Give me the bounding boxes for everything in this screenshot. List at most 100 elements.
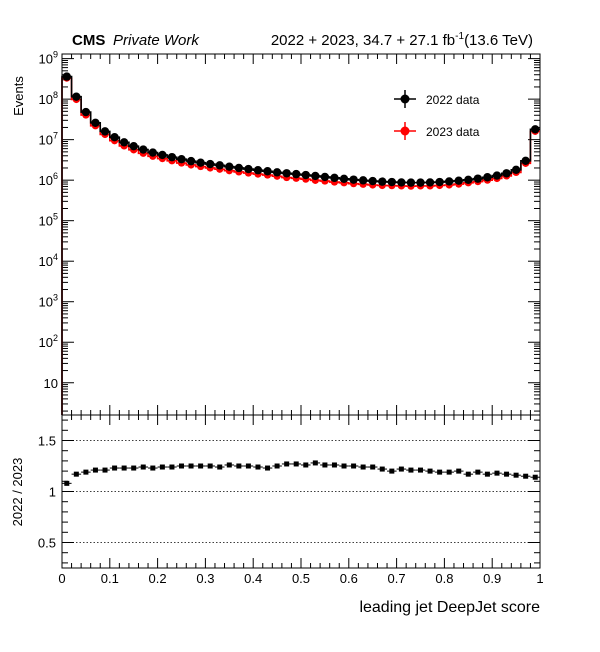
data-point <box>139 145 148 154</box>
y-tick-label: 103 <box>39 293 58 310</box>
data-point <box>387 177 397 187</box>
data-point <box>282 169 291 178</box>
y-tick-label: 102 <box>39 333 58 350</box>
data-point <box>464 175 473 185</box>
data-point <box>339 174 349 184</box>
data-point <box>215 161 224 170</box>
ratio-point <box>389 468 395 474</box>
data-point <box>244 164 253 174</box>
x-tick-label: 0.7 <box>388 571 406 586</box>
ratio-point <box>284 461 290 467</box>
ratio-point <box>64 480 70 486</box>
data-point <box>358 176 368 185</box>
ratio-point <box>418 467 423 473</box>
ratio-point <box>73 471 79 477</box>
data-point <box>425 178 435 187</box>
y-tick-label: 105 <box>39 212 58 229</box>
data-point <box>301 170 310 180</box>
data-point <box>148 148 158 157</box>
ratio-point <box>398 466 404 472</box>
main-x-ticks <box>61 54 541 415</box>
data-point <box>330 173 339 183</box>
ratio-point <box>379 466 385 472</box>
main-panel-frame <box>61 53 541 416</box>
ratio-point <box>437 469 443 475</box>
data-point <box>119 138 129 147</box>
y-tick-label: 10 <box>44 376 58 391</box>
ratio-point <box>360 464 366 470</box>
ratio-y-axis: 0.5 1 1.5 <box>38 419 540 564</box>
ratio-point <box>179 463 184 469</box>
ratio-y-tick-label: 0.5 <box>38 536 56 551</box>
main-y-axis: 10 102 103 104 105 106 107 108 109 <box>39 50 540 412</box>
ratio-point <box>446 469 452 475</box>
data-point <box>511 165 521 175</box>
data-point <box>62 72 71 81</box>
data-point <box>234 163 244 173</box>
x-tick-label: 1 <box>536 571 543 586</box>
ratio-point <box>112 465 118 471</box>
data-point <box>454 176 463 185</box>
data-point <box>349 175 358 184</box>
ratio-point <box>198 463 204 469</box>
ratio-point <box>217 464 223 470</box>
data-point <box>177 154 186 164</box>
ratio-point <box>140 464 146 470</box>
data-point <box>444 177 454 186</box>
data-point <box>435 177 444 187</box>
qualifier-label: Private Work <box>113 32 200 49</box>
ratio-point <box>532 474 538 480</box>
data-point <box>311 171 320 181</box>
ratio-x-axis: 0 0.1 0.2 0.3 0.4 0.5 0.6 0.7 0.8 0.9 1 <box>58 415 544 586</box>
y-tick-label: 107 <box>39 131 58 148</box>
data-point <box>72 92 81 101</box>
ratio-point <box>504 471 510 477</box>
ratio-point <box>236 463 242 469</box>
ratio-point <box>303 462 309 468</box>
ratio-point <box>121 465 127 471</box>
ratio-point <box>92 467 98 473</box>
data-point <box>397 178 406 187</box>
x-tick-label: 0.6 <box>340 571 358 586</box>
y-tick-label: 106 <box>39 171 58 188</box>
ratio-point <box>226 462 232 468</box>
x-tick-label: 0 <box>58 571 65 586</box>
ratio-panel: 0.5 1 1.5 0 0.1 0.2 0.3 0.4 0.5 0.6 0.7 0.8 0.9 1 20… <box>10 414 544 616</box>
legend-entry-2022: 2022 data <box>394 90 480 108</box>
legend-marker-2023 <box>400 126 410 136</box>
data-point <box>91 118 100 128</box>
ratio-point <box>207 463 213 469</box>
main-panel: 10 102 103 104 105 106 107 108 109 Events 2022 d… <box>11 50 541 416</box>
data-point <box>483 173 492 182</box>
lumi-label: 2022 + 2023, 34.7 + 27.1 fb-1(13.6 TeV) <box>271 31 533 49</box>
ratio-point <box>427 468 433 474</box>
data-point <box>521 156 530 166</box>
x-tick-label: 0.5 <box>292 571 310 586</box>
legend-label-2023: 2023 data <box>426 125 480 139</box>
ratio-point <box>322 462 328 468</box>
data-point <box>416 178 425 187</box>
legend: 2022 data 2023 data <box>394 90 480 140</box>
ratio-point <box>159 464 165 470</box>
x-tick-label: 0.9 <box>483 571 501 586</box>
lumi-exponent: -1 <box>455 31 464 42</box>
data-point <box>186 156 196 166</box>
legend-entry-2023: 2023 data <box>394 122 480 140</box>
y-tick-label: 109 <box>39 50 58 67</box>
y-tick-label: 104 <box>39 252 58 269</box>
ratio-point <box>331 462 337 468</box>
data-point <box>253 166 263 175</box>
data-point <box>378 177 387 186</box>
ratio-point <box>484 471 490 477</box>
data-point <box>110 132 119 142</box>
x-tick-label: 0.2 <box>149 571 167 586</box>
ratio-point <box>312 460 318 466</box>
ratio-y-axis-label: 2022 / 2023 <box>10 458 25 527</box>
ratio-point <box>265 465 271 471</box>
x-tick-label: 0.3 <box>196 571 214 586</box>
ratio-point <box>293 461 299 467</box>
energy-text: (13.6 TeV) <box>464 32 533 49</box>
data-point <box>272 168 282 177</box>
data-point <box>225 162 234 171</box>
data-point <box>368 176 377 186</box>
